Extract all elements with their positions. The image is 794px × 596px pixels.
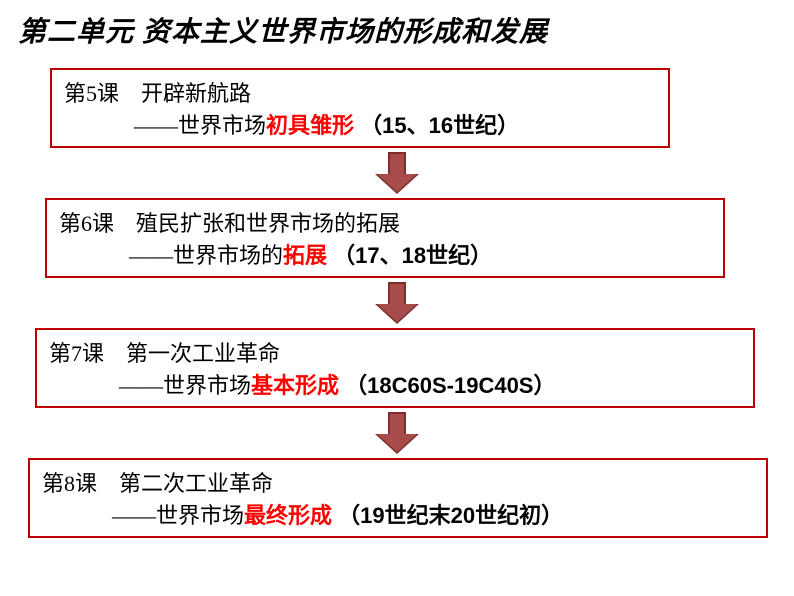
sub-prefix: ——世界市场 [119,373,251,398]
sub-prefix: ——世界市场 [134,113,266,138]
flow-arrow [0,412,794,454]
flowchart-content: 第5课 开辟新航路——世界市场初具雏形 （15、16世纪）第6课 殖民扩张和世界… [0,68,794,538]
period-label: （17、18世纪） [327,243,492,268]
flow-arrow [0,282,794,324]
sub-prefix: ——世界市场 [112,503,244,528]
lesson-box-7: 第7课 第一次工业革命——世界市场基本形成 （18C60S-19C40S） [35,328,755,408]
lesson-box-5: 第5课 开辟新航路——世界市场初具雏形 （15、16世纪） [50,68,670,148]
lesson-name: 第8课 第二次工业革命 [42,466,754,498]
sub-prefix: ——世界市场的 [129,243,283,268]
lesson-box-6: 第6课 殖民扩张和世界市场的拓展——世界市场的拓展 （17、18世纪） [45,198,725,278]
lesson-subtitle: ——世界市场基本形成 （18C60S-19C40S） [49,368,741,400]
highlight-term: 初具雏形 [266,113,354,138]
period-label: （18C60S-19C40S） [339,373,555,398]
highlight-term: 拓展 [283,243,327,268]
highlight-term: 基本形成 [251,373,339,398]
lesson-box-8: 第8课 第二次工业革命——世界市场最终形成 （19世纪末20世纪初） [28,458,768,538]
lesson-subtitle: ——世界市场初具雏形 （15、16世纪） [64,108,656,140]
lesson-name: 第7课 第一次工业革命 [49,336,741,368]
lesson-name: 第5课 开辟新航路 [64,76,656,108]
period-label: （19世纪末20世纪初） [332,503,563,528]
lesson-subtitle: ——世界市场最终形成 （19世纪末20世纪初） [42,498,754,530]
flow-arrow [0,152,794,194]
unit-title: 第二单元 资本主义世界市场的形成和发展 [0,0,794,50]
lesson-name: 第6课 殖民扩张和世界市场的拓展 [59,206,711,238]
period-label: （15、16世纪） [354,113,519,138]
lesson-subtitle: ——世界市场的拓展 （17、18世纪） [59,238,711,270]
highlight-term: 最终形成 [244,503,332,528]
